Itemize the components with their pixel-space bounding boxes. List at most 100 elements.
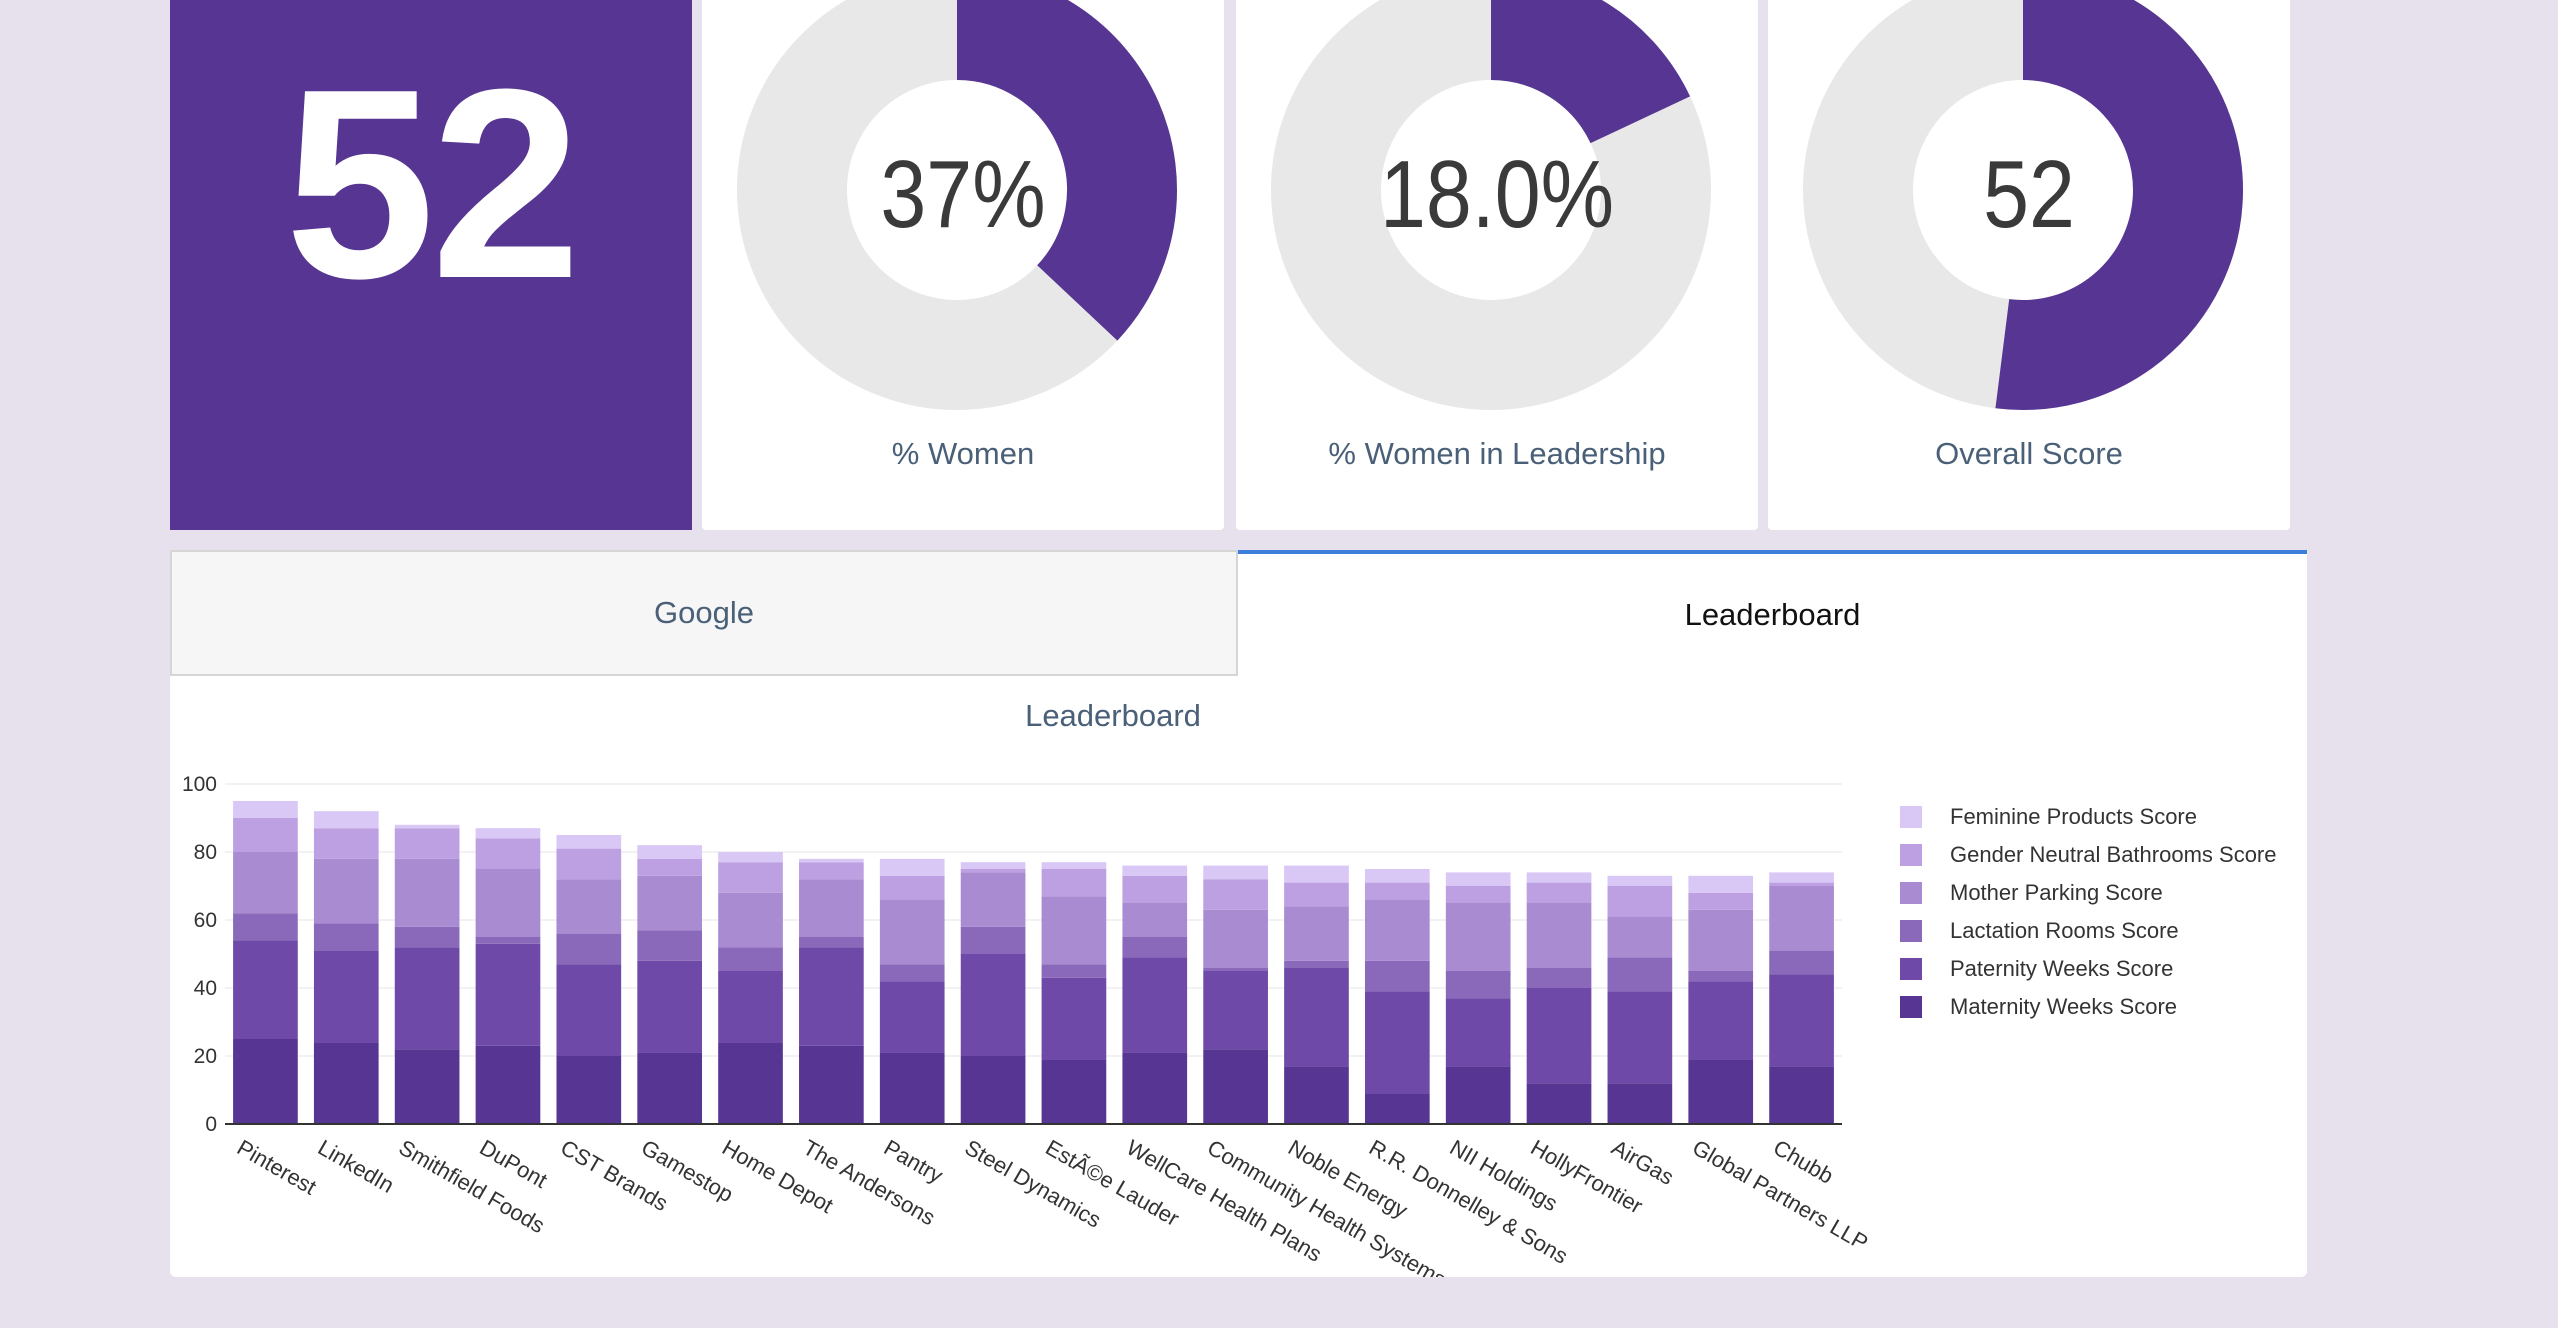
legend-label: Lactation Rooms Score: [1950, 918, 2179, 943]
bar-segment: [1122, 957, 1188, 1053]
bar-segment: [799, 1045, 864, 1124]
bar-segment: [394, 824, 460, 829]
bar-segment: [1284, 960, 1349, 968]
donut-value-overall-score: 52: [1983, 141, 2075, 248]
bar-segment: [637, 930, 703, 961]
bar-segment: [394, 858, 460, 927]
bar-segment: [475, 943, 541, 1046]
donut-chart-women-leadership: [1271, 0, 1711, 410]
y-tick-label: 80: [194, 841, 217, 864]
legend-swatch: [1900, 844, 1922, 866]
legend-item[interactable]: Lactation Rooms Score: [1900, 912, 2277, 950]
bar-segment: [718, 971, 783, 1043]
bar-segment: [233, 818, 298, 852]
bar-segment: [1122, 865, 1188, 876]
bar-segment: [718, 862, 783, 893]
bar-segment: [879, 1052, 945, 1124]
bar-segment: [1769, 872, 1834, 883]
bar-segment: [1284, 882, 1349, 907]
bar-segment: [313, 828, 379, 859]
tab-google[interactable]: Google: [170, 550, 1238, 676]
bar-segment: [1526, 882, 1592, 903]
bar-segment: [1122, 875, 1188, 903]
tab-leaderboard[interactable]: Leaderboard: [1238, 550, 2307, 676]
bar-segment: [1607, 1083, 1673, 1124]
bar-segment: [394, 926, 460, 948]
legend-item[interactable]: Paternity Weeks Score: [1900, 950, 2277, 988]
donut-arc-women-leadership: [1489, 0, 1691, 145]
bar-segment: [1526, 872, 1592, 883]
bar-segment: [637, 875, 703, 931]
y-tick-label: 40: [194, 977, 217, 1000]
bar-segment: [718, 947, 783, 971]
bar-segment: [799, 937, 864, 948]
bar-segment: [960, 954, 1026, 1056]
bar-segment: [1122, 1052, 1188, 1124]
bar-segment: [313, 858, 379, 924]
bar-segment: [233, 913, 298, 941]
donut-chart-overall-score: [1803, 0, 2243, 410]
bar-segment: [233, 801, 298, 818]
legend-item[interactable]: Feminine Products Score: [1900, 798, 2277, 836]
bar-segment: [1122, 937, 1188, 958]
donut-chart-women: [737, 0, 1177, 410]
bar-segment: [1688, 1059, 1754, 1124]
bar-segment: [475, 937, 541, 944]
legend-item[interactable]: Maternity Weeks Score: [1900, 988, 2277, 1026]
bar-segment: [1364, 899, 1430, 961]
bar-segment: [1769, 1066, 1834, 1124]
donut-card-overall-score: 52 Overall Score: [1768, 0, 2290, 530]
bar-segment: [556, 848, 622, 880]
legend-swatch: [1900, 806, 1922, 828]
bar-segment: [1122, 903, 1188, 937]
bar-segment: [1688, 875, 1754, 893]
bar-segment: [960, 926, 1026, 954]
donut-value-women-leadership: 18.0%: [1379, 141, 1615, 248]
bar-segment: [1284, 906, 1349, 961]
bar-segment: [1203, 967, 1268, 971]
bar-segment: [475, 828, 541, 839]
bar-segment: [1284, 1066, 1349, 1124]
donut-value-women: 37%: [880, 141, 1046, 248]
legend-item[interactable]: Mother Parking Score: [1900, 874, 2277, 912]
bar-segment: [475, 869, 541, 937]
bar-segment: [637, 1052, 703, 1124]
bar-segment: [556, 964, 622, 1056]
legend-swatch: [1900, 920, 1922, 942]
leaderboard-panel: Leaderboard 0 20 40 60 80 100 Pinterest LinkedI…: [170, 676, 2307, 1277]
bar-segment: [1445, 872, 1511, 886]
bar-segment: [1203, 971, 1268, 1050]
bar-segment: [1203, 879, 1268, 910]
legend-item[interactable]: Gender Neutral Bathrooms Score: [1900, 836, 2277, 874]
y-tick-label: 20: [194, 1045, 217, 1068]
bar-segment: [1364, 869, 1430, 883]
bar-segment: [1041, 869, 1107, 897]
bar-segment: [1607, 916, 1673, 958]
bar-segment: [1041, 977, 1107, 1060]
donut-label-women: % Women: [891, 436, 1035, 471]
leaderboard-chart: 0 20 40 60 80 100 PinterestLinkedInSmithfield …: [182, 773, 1872, 1277]
x-tick-label: LinkedIn: [314, 1135, 399, 1198]
legend-label: Gender Neutral Bathrooms Score: [1950, 842, 2277, 867]
bar-segment: [313, 923, 379, 951]
donut-label-women-leadership: % Women in Leadership: [1328, 436, 1666, 471]
bar-segment: [1041, 862, 1107, 869]
bar-segment: [1445, 998, 1511, 1067]
bar-segment: [1284, 967, 1349, 1067]
bar-segment: [1284, 865, 1349, 883]
bar-segment: [1041, 964, 1107, 978]
legend-label: Maternity Weeks Score: [1950, 994, 2178, 1019]
bar-segment: [1607, 957, 1673, 992]
legend-label: Mother Parking Score: [1950, 880, 2163, 905]
bar-segment: [556, 835, 622, 849]
bar-segment: [1364, 882, 1430, 900]
bar-segment: [1607, 991, 1673, 1084]
bar-segment: [313, 1042, 379, 1124]
bar-segment: [1688, 981, 1754, 1060]
bar-segment: [233, 1039, 298, 1124]
x-tick-label: EstÃ©e Lauder: [1041, 1135, 1183, 1231]
bar-segment: [1526, 988, 1592, 1084]
overall-score-value: 52: [284, 34, 581, 335]
overall-score-tile: 52: [170, 0, 692, 530]
bar-segment: [1041, 896, 1107, 965]
